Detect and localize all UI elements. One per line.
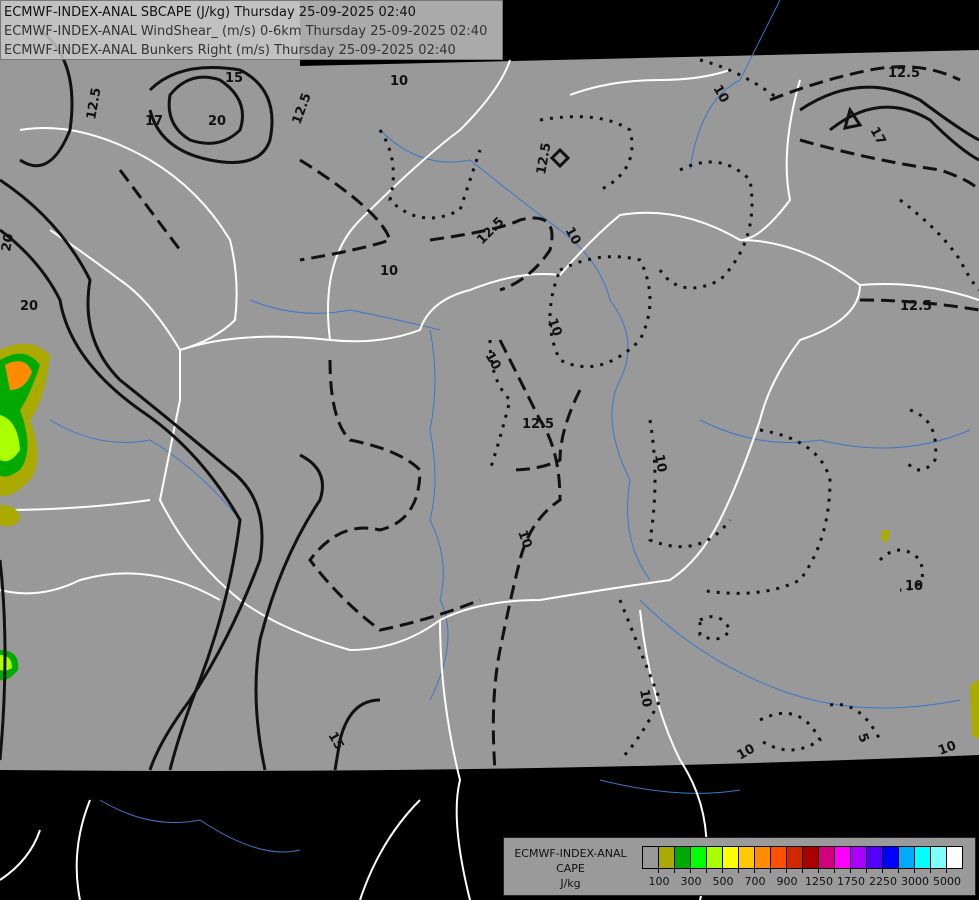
title-windshear: ECMWF-INDEX-ANAL WindShear_ (m/s) 0-6km … xyxy=(4,24,488,39)
title-bunkers: ECMWF-INDEX-ANAL Bunkers Right (m/s) Thu… xyxy=(4,43,456,58)
contour-label: 15 xyxy=(225,71,243,86)
color-swatch xyxy=(723,847,739,868)
color-swatch xyxy=(835,847,851,868)
cape-legend: ECMWF-INDEX-ANAL CAPE J/kg 100 300 500 700 9… xyxy=(503,837,976,896)
contour-label: 20 xyxy=(20,299,38,314)
color-swatch xyxy=(707,847,723,868)
color-swatch xyxy=(755,847,771,868)
color-bar-label: 2250 xyxy=(869,875,897,888)
contour-label: 10 xyxy=(390,74,408,89)
contour-label: 12.5 xyxy=(888,66,920,81)
color-swatch xyxy=(739,847,755,868)
color-bar-tick xyxy=(882,868,883,873)
contour-label: 10 xyxy=(905,579,923,594)
color-bar-tick xyxy=(658,868,659,873)
color-swatch xyxy=(931,847,947,868)
color-bar-tick xyxy=(786,868,787,873)
color-bar-tick xyxy=(866,868,867,873)
land-area xyxy=(0,0,979,771)
rivers xyxy=(49,0,971,853)
color-bar-label: 3000 xyxy=(901,875,929,888)
contour-label: 12.5 xyxy=(900,299,932,314)
color-swatch xyxy=(899,847,915,868)
bunkers-dotted-contours xyxy=(378,58,979,762)
color-bar-label: 5000 xyxy=(933,875,961,888)
color-bar-tick xyxy=(754,868,755,873)
contour-label: 12.5 xyxy=(522,417,554,432)
legend-variable: CAPE xyxy=(556,862,585,875)
contour-labels: 15 12.5 17 20 20 20 10 12.5 12.5 10 10 1… xyxy=(0,66,958,763)
windshear-contours xyxy=(0,28,979,771)
color-bar-tick xyxy=(802,868,803,873)
color-bar-label: 700 xyxy=(744,875,766,888)
color-bar xyxy=(642,846,963,869)
color-bar-tick xyxy=(706,868,707,873)
color-bar-label: 1750 xyxy=(837,875,865,888)
color-bar-tick xyxy=(850,868,851,873)
color-bar-label: 1250 xyxy=(805,875,833,888)
contour-label: 10 xyxy=(544,316,564,338)
color-swatch xyxy=(675,847,691,868)
legend-model: ECMWF-INDEX-ANAL xyxy=(514,847,627,860)
color-bar-label: 500 xyxy=(712,875,734,888)
color-bar-tick xyxy=(674,868,675,873)
color-swatch xyxy=(691,847,707,868)
contour-label: 20 xyxy=(0,232,17,252)
color-swatch xyxy=(787,847,803,868)
contour-label: 12.5 xyxy=(534,141,554,175)
color-bar-tick xyxy=(834,868,835,873)
color-bar-tick xyxy=(898,868,899,873)
color-bar-tick xyxy=(770,868,771,873)
color-swatch xyxy=(867,847,883,868)
color-bar-label: 100 xyxy=(648,875,670,888)
color-bar-tick xyxy=(738,868,739,873)
cape-shading xyxy=(0,343,979,740)
color-swatch xyxy=(819,847,835,868)
title-header: ECMWF-INDEX-ANAL SBCAPE (J/kg) Thursday … xyxy=(0,0,503,60)
title-sbcape: ECMWF-INDEX-ANAL SBCAPE (J/kg) Thursday … xyxy=(4,5,416,20)
contour-label: 12.5 xyxy=(84,86,104,120)
contour-label: 17 xyxy=(145,114,163,129)
color-bar-tick xyxy=(818,868,819,873)
legend-title: ECMWF-INDEX-ANAL CAPE J/kg xyxy=(508,846,633,891)
color-bar-label: 900 xyxy=(776,875,798,888)
color-swatch xyxy=(851,847,867,868)
color-bar-tick xyxy=(690,868,691,873)
color-swatch xyxy=(659,847,675,868)
color-swatch xyxy=(803,847,819,868)
contour-label: 20 xyxy=(208,114,226,129)
color-swatch xyxy=(915,847,931,868)
color-swatch xyxy=(947,847,962,868)
color-swatch xyxy=(771,847,787,868)
contour-label: 10 xyxy=(936,738,958,758)
contour-label: 10 xyxy=(651,453,669,473)
bunkers-dashed-contours xyxy=(118,65,979,771)
contour-label: 10 xyxy=(514,528,534,550)
color-bar-tick xyxy=(946,868,947,873)
color-bar-label: 300 xyxy=(680,875,702,888)
color-bar-tick xyxy=(914,868,915,873)
color-swatch xyxy=(883,847,899,868)
color-bar-tick xyxy=(722,868,723,873)
color-bar-tick xyxy=(930,868,931,873)
color-swatch xyxy=(643,847,659,868)
legend-unit: J/kg xyxy=(560,877,581,890)
contour-label: 10 xyxy=(636,688,654,708)
contour-label: 10 xyxy=(380,264,398,279)
